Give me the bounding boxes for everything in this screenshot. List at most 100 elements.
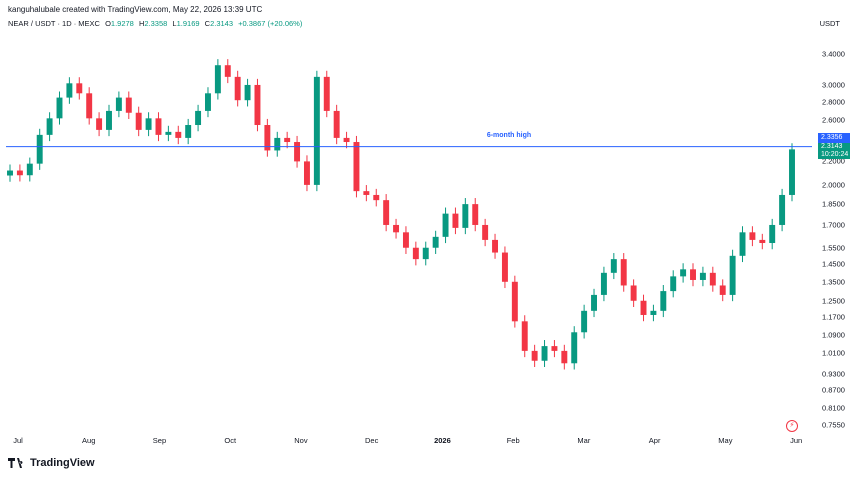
tradingview-logo[interactable]: TradingView (8, 457, 95, 469)
high-label: H (138, 19, 145, 28)
y-tick-label: 2.8000 (822, 97, 845, 107)
x-tick-label: Apr (648, 436, 661, 445)
candle-04-18 (729, 255, 736, 295)
candle-04-22 (739, 232, 746, 256)
last-price-value: 2.3143 (821, 143, 843, 150)
y-tick-label: 1.8500 (822, 199, 845, 209)
y-tick-label: 1.3500 (822, 277, 845, 287)
y-tick-label: 0.9300 (822, 369, 845, 379)
candle-07-24 (66, 83, 73, 98)
candle-02-25 (600, 272, 607, 295)
candle-03-01 (610, 259, 617, 273)
ohlc-legend: NEAR / USDT · 1D · MEXC O1.9278 H2.3358 … (8, 19, 302, 28)
candle-03-09 (630, 285, 637, 301)
y-tick-label: 3.0000 (822, 80, 845, 90)
y-tick-label: 2.0000 (822, 180, 845, 190)
y-tick-label: 1.0100 (822, 348, 845, 358)
candle-01-16 (501, 252, 508, 282)
y-tick-label: 0.8700 (822, 385, 845, 395)
candle-08-21 (135, 112, 142, 130)
candle-07-08 (26, 163, 33, 176)
candle-08-09 (106, 110, 112, 130)
candle-07-16 (46, 118, 53, 135)
candle-11-17 (353, 142, 360, 192)
candle-12-23 (442, 213, 449, 237)
candle-09-14 (195, 110, 202, 126)
candle-03-13 (640, 300, 647, 315)
candle-07-20 (56, 97, 63, 119)
candle-12-15 (422, 247, 429, 260)
y-tick-label: 2.2000 (822, 156, 845, 166)
candle-03-21 (660, 291, 667, 311)
brand-name: TradingView (30, 457, 95, 469)
candle-03-29 (680, 269, 687, 277)
y-tick-label: 1.5500 (822, 243, 845, 253)
candle-04-02 (690, 269, 696, 280)
candle-02-05 (551, 346, 558, 351)
candle-05-08 (779, 194, 786, 225)
candle-11-09 (333, 110, 340, 138)
candle-11-05 (323, 76, 330, 111)
x-tick-label: Jul (13, 436, 23, 445)
candle-05-10 (789, 149, 795, 195)
change-value: +0.3867 (+20.06%) (238, 19, 303, 28)
candles-group (7, 59, 795, 370)
candle-10-28 (303, 161, 310, 185)
candle-07-28 (76, 83, 83, 94)
candle-09-30 (234, 76, 241, 101)
candle-11-13 (343, 137, 350, 143)
x-tick-label: Mar (577, 436, 591, 445)
six-month-high-label: 6-month high (486, 132, 532, 139)
candle-10-20 (284, 137, 291, 143)
candle-01-28 (531, 350, 538, 361)
candle-09-22 (214, 65, 221, 94)
candle-12-27 (452, 213, 459, 228)
candle-02-09 (561, 350, 568, 364)
candle-03-17 (650, 310, 657, 315)
y-tick-label: 1.4500 (822, 259, 845, 269)
candle-04-26 (749, 232, 756, 240)
y-tick-label: 1.2500 (822, 296, 845, 306)
x-tick-label: Nov (294, 436, 308, 445)
candle-12-19 (432, 236, 439, 248)
symbol-label[interactable]: NEAR / USDT · 1D · MEXC (8, 19, 100, 28)
flash-icon[interactable]: ⚡ (786, 420, 798, 432)
candle-01-24 (521, 321, 528, 351)
candle-08-05 (96, 118, 103, 130)
countdown-value: 10:20:24 (821, 151, 849, 158)
y-tick-label: 0.8100 (822, 403, 845, 413)
candle-11-21 (363, 191, 370, 195)
low-label: L (172, 19, 177, 28)
candle-11-29 (383, 200, 390, 225)
candle-07-12 (36, 134, 43, 164)
y-tick-label: 1.7000 (822, 220, 845, 230)
low-value: 1.9169 (176, 19, 200, 28)
candle-04-06 (699, 272, 706, 280)
x-tick-label: Dec (365, 436, 379, 445)
y-tick-label: 2.6000 (822, 115, 845, 125)
last-price-tag: 2.3143 10:20:24 (818, 143, 850, 159)
candle-01-12 (492, 239, 499, 253)
candle-12-03 (393, 224, 400, 233)
candle-04-14 (719, 285, 726, 295)
candle-01-08 (482, 224, 489, 240)
candle-09-02 (165, 131, 172, 135)
x-tick-label: Sep (152, 436, 167, 445)
candle-10-04 (244, 84, 251, 101)
candle-02-17 (581, 310, 588, 333)
candle-08-01 (86, 93, 93, 119)
close-value: 2.3143 (210, 19, 234, 28)
candle-09-10 (185, 125, 192, 138)
y-tick-label: 1.0900 (822, 330, 845, 340)
x-tick-label: May (718, 436, 733, 445)
x-tick-label: Aug (82, 436, 96, 445)
candle-08-25 (145, 118, 152, 130)
currency-label: USDT (819, 19, 840, 28)
x-tick-label: 2026 (434, 436, 451, 445)
candle-02-21 (591, 294, 597, 311)
candle-12-07 (402, 232, 409, 248)
y-tick-label: 0.7550 (822, 420, 845, 430)
candle-10-08 (254, 84, 261, 126)
candle-09-18 (205, 93, 211, 111)
